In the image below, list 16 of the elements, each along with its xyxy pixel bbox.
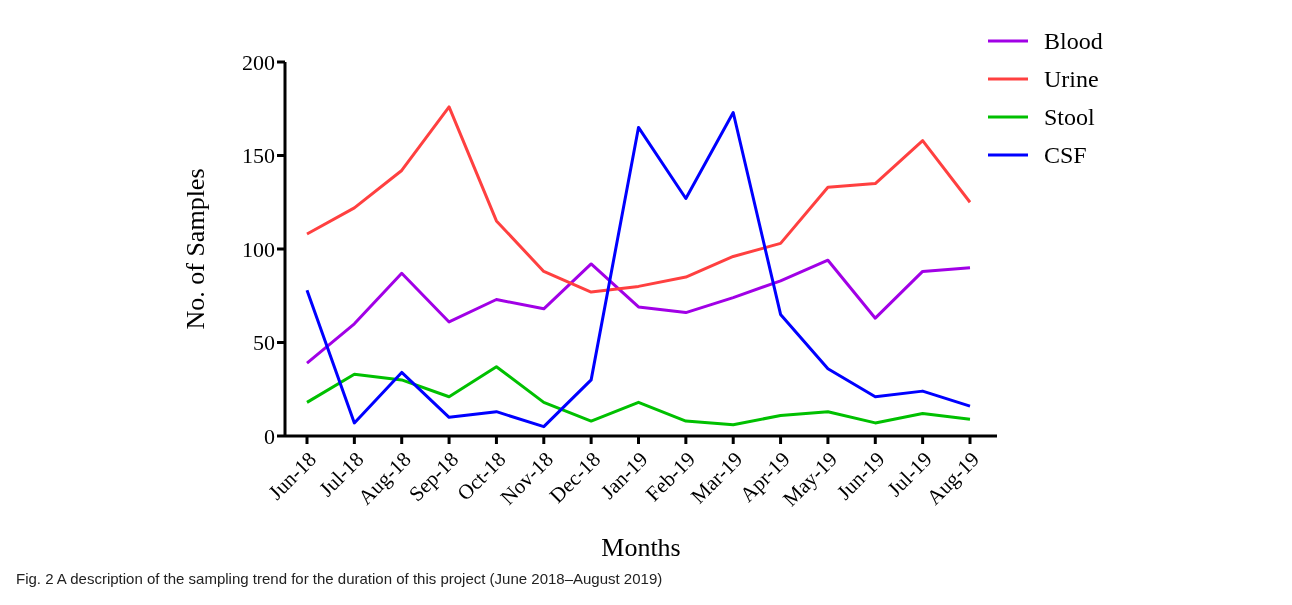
y-tick-label: 0 bbox=[264, 423, 275, 449]
legend-label: Urine bbox=[1044, 65, 1099, 93]
y-tick-label: 100 bbox=[242, 236, 275, 262]
line-series bbox=[305, 365, 972, 427]
y-axis-title: No. of Samples bbox=[181, 168, 211, 330]
y-tick-label: 150 bbox=[242, 143, 275, 169]
line-series bbox=[305, 105, 972, 294]
legend-label: Stool bbox=[1044, 103, 1095, 131]
line-series bbox=[305, 258, 972, 365]
legend-label: CSF bbox=[1044, 141, 1087, 169]
line-series bbox=[305, 110, 972, 429]
legend-label: Blood bbox=[1044, 27, 1103, 55]
x-axis-title: Months bbox=[601, 533, 681, 562]
caption: Fig. 2 A description of the sampling trend for the duration of this project (June 2018–August 2019) bbox=[15, 570, 664, 587]
y-tick-label: 200 bbox=[242, 49, 275, 75]
y-tick-label: 50 bbox=[253, 330, 275, 356]
